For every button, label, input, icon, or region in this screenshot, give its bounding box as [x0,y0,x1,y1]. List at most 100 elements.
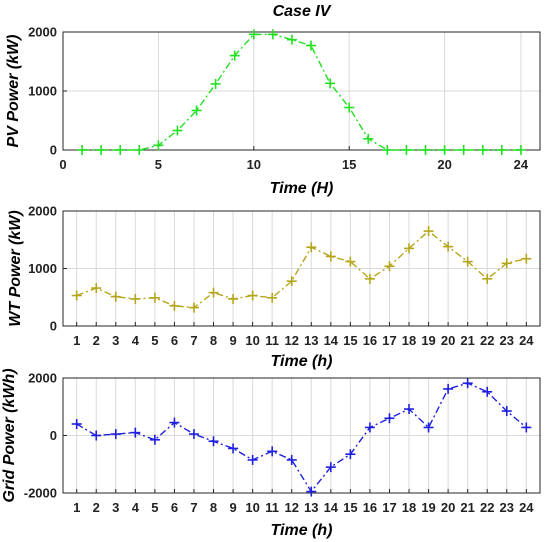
data-point-marker [482,273,493,284]
data-point-marker [515,145,526,155]
x-tick-label: 9 [229,500,236,515]
data-point-marker [91,283,102,294]
data-point-marker [210,78,221,89]
x-tick-label: 4 [132,500,140,515]
data-point-marker [286,276,297,287]
x-tick-label: 16 [363,333,377,348]
data-point-marker [404,243,415,254]
y-tick-label: 0 [50,143,57,158]
series-line [76,382,527,493]
y-tick-label: 2000 [28,371,57,386]
x-tick-label: 9 [229,333,236,348]
x-axis-label: Time (h) [271,522,333,539]
data-point-marker [286,454,297,465]
x-tick-label: 8 [210,333,217,348]
data-point-marker [228,293,239,304]
x-tick-label: 23 [500,333,514,348]
x-tick-label: 1 [73,333,80,348]
x-tick-label: 8 [210,500,217,515]
y-tick-label: 0 [50,428,57,443]
data-point-marker [482,386,493,397]
x-tick-label: 24 [519,333,534,348]
x-tick-label: 20 [441,333,455,348]
data-point-marker [325,251,336,262]
x-tick-label: 7 [190,333,197,348]
data-point-marker [247,290,258,301]
x-tick-label: 20 [437,157,451,172]
x-tick-label: 14 [324,500,339,515]
x-tick-label: 5 [151,500,158,515]
data-point-marker [286,34,297,45]
data-point-marker [423,422,434,433]
data-point-marker [401,145,412,155]
data-point-marker [115,145,126,155]
data-point-marker [248,29,259,40]
x-tick-label: 10 [245,333,259,348]
data-point-marker [172,125,183,136]
data-point-marker [384,413,395,424]
data-point-marker [208,436,219,447]
data-point-marker [384,261,395,272]
x-tick-label: 4 [132,333,140,348]
data-point-marker [169,300,180,311]
data-point-marker [443,383,454,394]
data-point-marker [521,253,532,264]
y-tick-label: 2000 [28,204,57,219]
data-point-marker [169,417,180,428]
data-point-marker [477,145,488,155]
x-tick-label: 11 [265,333,279,348]
data-point-marker [247,454,258,465]
data-point-marker [420,145,431,155]
data-point-marker [96,145,107,155]
data-point-marker [149,434,160,445]
data-point-marker [229,50,240,61]
data-point-marker [306,486,317,497]
x-tick-label: 22 [480,333,494,348]
data-point-marker [267,292,278,303]
data-point-marker [443,241,454,252]
data-point-marker [458,145,469,155]
x-tick-label: 19 [421,500,435,515]
x-tick-label: 3 [112,500,119,515]
data-point-marker [306,40,317,51]
x-tick-label: 12 [284,333,298,348]
data-point-marker [325,462,336,473]
x-tick-label: 21 [460,500,474,515]
x-tick-label: 6 [171,333,178,348]
x-tick-label: 15 [342,157,356,172]
x-tick-label: 21 [460,333,474,348]
data-point-marker [153,140,164,151]
y-tick-label: 1000 [28,261,57,276]
data-point-marker [462,378,473,389]
data-point-marker [71,419,82,429]
x-tick-label: 17 [382,500,396,515]
data-point-marker [77,145,88,155]
x-tick-label: 17 [382,333,396,348]
x-tick-label: 16 [363,500,377,515]
data-point-marker [325,78,336,89]
y-axis-label: WT Power (kW) [7,210,24,326]
y-tick-label: 1000 [28,84,57,99]
x-tick-label: 2 [93,500,100,515]
data-point-marker [71,290,82,301]
data-point-marker [191,105,202,116]
data-point-marker [344,102,355,113]
data-point-marker [91,430,102,441]
data-point-marker [501,406,512,417]
x-tick-label: 14 [324,333,339,348]
x-tick-label: 11 [265,500,279,515]
x-tick-label: 2 [93,333,100,348]
x-tick-label: 20 [441,500,455,515]
data-point-marker [267,446,278,457]
x-tick-label: 1 [73,500,80,515]
wt-power-panel: 1 2 3 4 5 6 7 8 9 10 11 12 13 14 15 16 17 18 19 20 21 22 23 240… [7,204,541,370]
data-point-marker [228,443,239,454]
data-point-marker [134,145,145,155]
data-point-marker [110,429,121,440]
x-axis-label: Time (h) [271,353,333,370]
y-axis-label: Grid Power (kWh) [1,368,18,502]
x-tick-label: 23 [500,500,514,515]
x-tick-label: 6 [171,500,178,515]
data-point-marker [521,422,532,433]
